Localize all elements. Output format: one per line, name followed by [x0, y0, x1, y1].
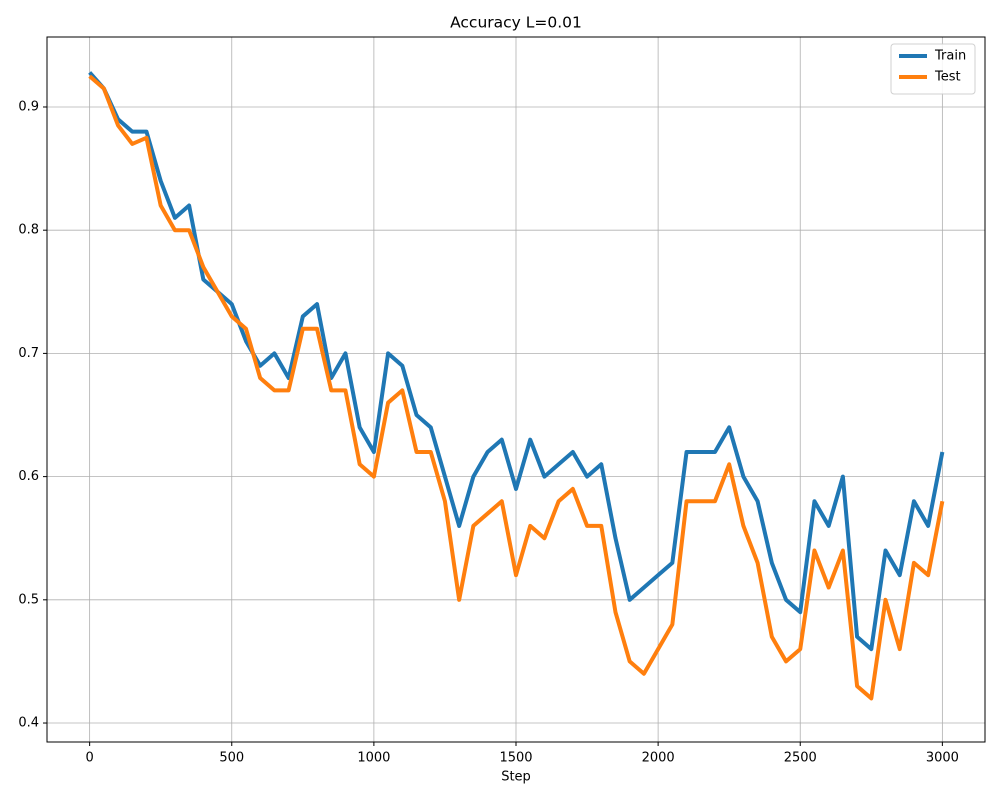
- legend-label: Train: [934, 49, 966, 64]
- x-axis-label: Step: [501, 770, 531, 785]
- x-tick-label: 1000: [357, 751, 390, 766]
- x-tick-label: 2000: [642, 751, 675, 766]
- data-line: [88, 71, 945, 652]
- y-tick-label: 0.4: [18, 716, 39, 731]
- y-tick-label: 0.8: [18, 223, 39, 238]
- x-tick-label: 0: [85, 751, 93, 766]
- chart-title: Accuracy L=0.01: [450, 14, 582, 32]
- y-tick-label: 0.5: [18, 592, 39, 607]
- x-tick-label: 500: [219, 751, 244, 766]
- x-tick-label: 1500: [499, 751, 532, 766]
- y-tick-label: 0.9: [18, 99, 39, 114]
- legend-label: Test: [934, 70, 961, 85]
- y-tick-label: 0.6: [18, 469, 39, 484]
- x-tick-label: 3000: [926, 751, 959, 766]
- plot-frame: [46, 36, 986, 743]
- y-tick-label: 0.7: [18, 346, 39, 361]
- x-tick-label: 2500: [784, 751, 817, 766]
- data-line: [88, 74, 945, 701]
